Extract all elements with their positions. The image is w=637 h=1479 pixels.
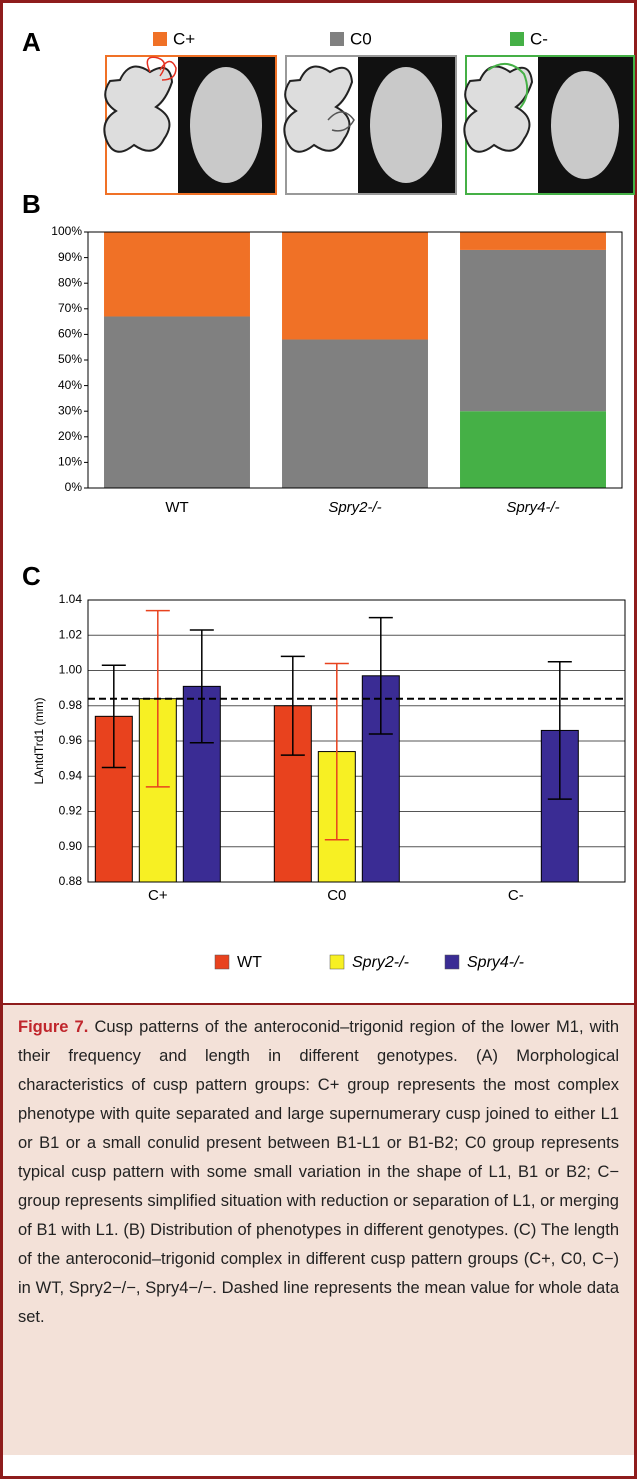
bar-segment (104, 232, 250, 316)
y-tick-label: 1.00 (59, 663, 83, 677)
y-tick-label: 1.04 (59, 592, 83, 606)
legend-swatch (510, 32, 524, 46)
x-tick-label: Spry2-/- (328, 499, 381, 516)
y-tick-label: 30% (58, 403, 82, 417)
bar-segment (460, 411, 606, 488)
legend-label: Spry4-/- (467, 954, 524, 971)
y-tick-label: 0.96 (59, 733, 83, 747)
bar-segment (282, 232, 428, 340)
x-tick-label: C0 (327, 887, 346, 904)
y-tick-label: 0.98 (59, 698, 83, 712)
y-tick-label: 70% (58, 301, 82, 315)
cusp-image (464, 56, 634, 194)
page: A B C C+ C0 C- 0% 10% 20% 30% 40% 50% 60% 70% 80% 90… (0, 0, 637, 1479)
panel-label: A (22, 27, 41, 57)
y-tick-label: 60% (58, 327, 82, 341)
x-tick-label: C- (508, 887, 524, 904)
legend-swatch (445, 955, 459, 969)
caption-label: Figure 7. (18, 1018, 88, 1036)
y-tick-label: 0.94 (59, 768, 83, 782)
y-tick-label: 50% (58, 352, 82, 366)
panel-label: B (22, 189, 41, 219)
legend-swatch (330, 32, 344, 46)
y-tick-label: 0% (65, 480, 83, 494)
panel-label: C (22, 561, 41, 591)
bar-segment (460, 232, 606, 250)
cusp-image (104, 56, 276, 194)
legend-label: C- (530, 29, 548, 48)
caption-text: Cusp patterns of the anteroconid–trigoni… (18, 1018, 619, 1326)
x-tick-label: C+ (148, 887, 168, 904)
legend-swatch (153, 32, 167, 46)
y-axis-label: LAntdTrd1 (mm) (32, 698, 46, 785)
legend-label: C+ (173, 29, 195, 48)
figure: A B C C+ C0 C- 0% 10% 20% 30% 40% 50% 60% 70% 80% 90… (0, 0, 637, 1000)
y-tick-label: 1.02 (59, 627, 83, 641)
caption: Figure 7. Cusp patterns of the anterocon… (3, 1003, 634, 1455)
bar-segment (104, 316, 250, 488)
y-tick-label: 80% (58, 275, 82, 289)
legend-label: C0 (350, 29, 372, 48)
y-tick-label: 0.90 (59, 839, 83, 853)
legend-swatch (330, 955, 344, 969)
legend-swatch (215, 955, 229, 969)
y-tick-label: 10% (58, 455, 82, 469)
bar-segment (460, 250, 606, 411)
y-tick-label: 40% (58, 378, 82, 392)
bar-segment (282, 340, 428, 488)
y-tick-label: 90% (58, 250, 82, 264)
legend-label: WT (237, 954, 262, 971)
y-tick-label: 20% (58, 429, 82, 443)
legend-label: Spry2-/- (352, 954, 409, 971)
cusp-image (284, 56, 456, 194)
x-tick-label: Spry4-/- (506, 499, 559, 516)
y-tick-label: 0.88 (59, 874, 83, 888)
y-tick-label: 0.92 (59, 804, 83, 818)
x-tick-label: WT (165, 499, 188, 516)
y-tick-label: 100% (51, 224, 82, 238)
